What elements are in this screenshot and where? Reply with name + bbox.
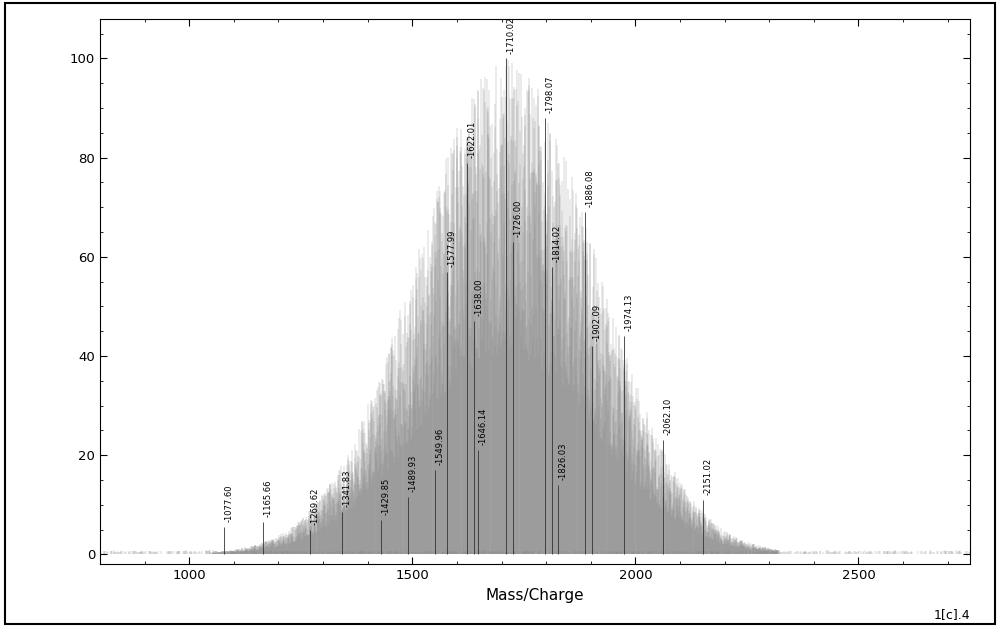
Text: -1577.99: -1577.99 bbox=[448, 229, 457, 266]
Text: -1902.09: -1902.09 bbox=[592, 304, 601, 341]
Text: -1974.13: -1974.13 bbox=[625, 294, 634, 331]
Text: -1077.60: -1077.60 bbox=[225, 485, 234, 522]
Text: -1549.96: -1549.96 bbox=[435, 428, 444, 465]
Text: -1726.00: -1726.00 bbox=[514, 199, 523, 237]
Text: -1341.83: -1341.83 bbox=[342, 470, 351, 507]
Text: -1710.02: -1710.02 bbox=[507, 16, 516, 53]
Text: -2062.10: -2062.10 bbox=[664, 398, 673, 435]
Text: -1489.93: -1489.93 bbox=[408, 455, 417, 492]
Text: -1165.66: -1165.66 bbox=[264, 480, 273, 517]
Text: -1798.07: -1798.07 bbox=[546, 75, 555, 113]
Text: -1886.08: -1886.08 bbox=[585, 170, 594, 208]
Text: -1826.03: -1826.03 bbox=[558, 443, 567, 480]
Text: -1646.14: -1646.14 bbox=[478, 408, 487, 445]
Text: -1269.62: -1269.62 bbox=[310, 487, 319, 525]
Text: -1814.02: -1814.02 bbox=[553, 224, 562, 262]
Text: -2151.02: -2151.02 bbox=[703, 458, 712, 495]
X-axis label: Mass/Charge: Mass/Charge bbox=[486, 587, 584, 603]
Text: -1638.00: -1638.00 bbox=[475, 279, 484, 317]
Text: 1[c].4: 1[c].4 bbox=[933, 608, 970, 621]
Text: -1429.85: -1429.85 bbox=[382, 477, 391, 515]
Text: -1622.01: -1622.01 bbox=[467, 120, 476, 157]
